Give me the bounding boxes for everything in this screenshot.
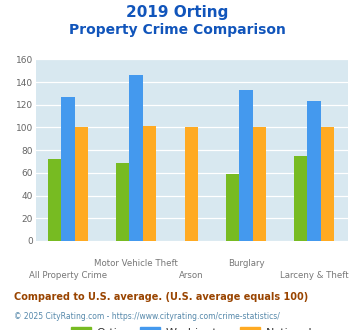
Text: 2019 Orting: 2019 Orting (126, 5, 229, 20)
Bar (307, 101, 321, 241)
Bar (253, 127, 266, 241)
Bar (116, 163, 129, 241)
Text: Burglary: Burglary (228, 259, 264, 268)
Bar (239, 90, 253, 241)
Bar (75, 127, 88, 241)
Text: Compared to U.S. average. (U.S. average equals 100): Compared to U.S. average. (U.S. average … (14, 292, 308, 302)
Bar (143, 126, 157, 241)
Bar (61, 97, 75, 241)
Bar (48, 159, 61, 241)
Bar (321, 127, 334, 241)
Text: Larceny & Theft: Larceny & Theft (280, 272, 348, 280)
Bar (185, 127, 198, 241)
Legend: Orting, Washington, National: Orting, Washington, National (66, 323, 317, 330)
Text: Arson: Arson (179, 272, 204, 280)
Text: Property Crime Comparison: Property Crime Comparison (69, 23, 286, 37)
Text: Motor Vehicle Theft: Motor Vehicle Theft (94, 259, 178, 268)
Text: © 2025 CityRating.com - https://www.cityrating.com/crime-statistics/: © 2025 CityRating.com - https://www.city… (14, 312, 280, 321)
Text: All Property Crime: All Property Crime (29, 272, 107, 280)
Bar (129, 75, 143, 241)
Bar (294, 156, 307, 241)
Bar (226, 174, 239, 241)
